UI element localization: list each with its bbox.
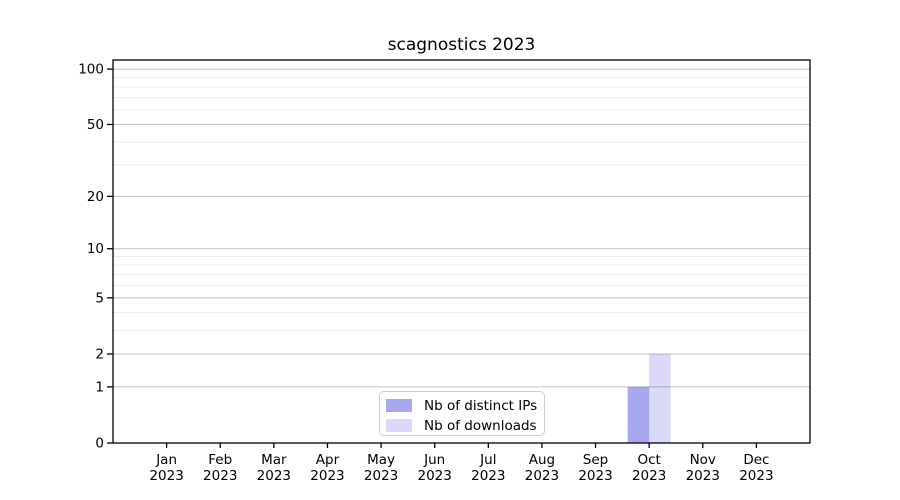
x-tick-label-year: 2023 xyxy=(257,468,291,484)
legend-swatch-downloads xyxy=(386,419,412,432)
x-tick-label-month: May xyxy=(367,452,395,468)
x-tick-label-month: Dec xyxy=(743,452,769,468)
y-tick-label: 5 xyxy=(95,290,104,306)
x-tick-label-year: 2023 xyxy=(149,468,183,484)
legend-swatch-distinct-ips xyxy=(386,399,412,412)
y-tick-label: 50 xyxy=(87,117,104,133)
legend-label-downloads: Nb of downloads xyxy=(424,417,537,434)
x-tick-label-month: Nov xyxy=(690,452,716,468)
y-tick-label: 2 xyxy=(95,346,104,362)
x-tick-label-year: 2023 xyxy=(686,468,720,484)
x-tick-label-year: 2023 xyxy=(203,468,237,484)
x-tick-label-year: 2023 xyxy=(632,468,666,484)
plot-border xyxy=(112,59,811,444)
x-tick-label-month: Jul xyxy=(479,452,496,468)
x-tick-label-month: Jan xyxy=(155,452,177,468)
x-tick-label-month: Jun xyxy=(423,452,445,468)
legend-item-downloads: Nb of downloads xyxy=(386,417,544,434)
x-tick-label-year: 2023 xyxy=(471,468,505,484)
y-tick-label: 1 xyxy=(95,379,104,395)
bar-distinct-ips-oct xyxy=(627,386,650,443)
x-tick-label-year: 2023 xyxy=(310,468,344,484)
y-tick-label: 20 xyxy=(87,189,104,205)
legend: Nb of distinct IPs Nb of downloads xyxy=(379,391,545,436)
x-tick-label-year: 2023 xyxy=(739,468,773,484)
x-tick-label-year: 2023 xyxy=(364,468,398,484)
bar-downloads-oct xyxy=(649,353,671,443)
x-tick-label-year: 2023 xyxy=(578,468,612,484)
x-tick-label-month: Oct xyxy=(637,452,660,468)
x-tick-label-month: Aug xyxy=(529,452,555,468)
x-tick-label-month: Mar xyxy=(261,452,287,468)
x-tick-label-month: Apr xyxy=(316,452,340,468)
x-tick-label-month: Feb xyxy=(208,452,232,468)
y-tick-label: 0 xyxy=(95,436,104,452)
legend-item-distinct-ips: Nb of distinct IPs xyxy=(386,397,544,414)
plot-area xyxy=(113,60,810,443)
x-tick-label-month: Sep xyxy=(583,452,608,468)
legend-label-distinct-ips: Nb of distinct IPs xyxy=(424,397,538,414)
y-tick-label: 100 xyxy=(78,62,104,78)
x-tick-label-year: 2023 xyxy=(418,468,452,484)
y-tick-label: 10 xyxy=(87,241,104,257)
x-tick-label-year: 2023 xyxy=(525,468,559,484)
chart-title: scagnostics 2023 xyxy=(387,35,536,55)
